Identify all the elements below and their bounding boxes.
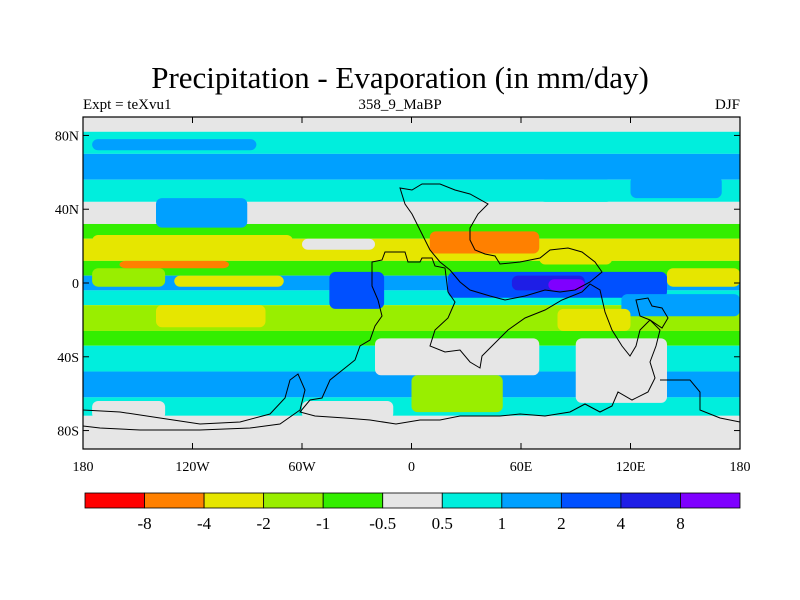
colorbar-box-8 [560, 492, 622, 509]
y-tick-label-3: 40S [57, 351, 79, 366]
x-tick-label-6: 180 [730, 460, 751, 475]
field-patch-21 [411, 375, 503, 413]
field-patch-7 [539, 246, 613, 265]
colorbar-label-5: 0.5 [432, 514, 453, 533]
field-patch-1 [265, 135, 375, 143]
coastline-layer [83, 183, 740, 431]
field-patch-2 [92, 235, 293, 254]
coastline-east-asia [635, 297, 669, 329]
y-tick-label-4: 80S [57, 425, 79, 440]
field-patch-15 [621, 294, 740, 317]
field-band-2 [83, 153, 740, 180]
field-band-0 [83, 117, 740, 132]
field-band-14 [83, 397, 740, 416]
colorbar-box-6 [441, 492, 503, 509]
coastline-east-polar [660, 379, 740, 423]
colorbar-label-8: 4 [617, 514, 626, 533]
field-patch-24 [92, 401, 166, 420]
colorbar-label-3: -1 [316, 514, 330, 533]
field-patch-18 [156, 305, 266, 328]
field-patch-6 [429, 231, 540, 254]
y-tick-label-1: 40N [55, 203, 79, 218]
colorbar-box-9 [620, 492, 681, 509]
map-title: Precipitation - Evaporation (in mm/day) [151, 60, 649, 95]
map-field [83, 117, 740, 449]
x-tick-label-1: 120W [175, 460, 210, 475]
x-tick-label-2: 60W [288, 460, 316, 475]
field-patch-23 [575, 338, 667, 403]
colorbar-box-5 [382, 492, 443, 509]
colorbar-box-7 [501, 492, 562, 509]
field-patch-4 [119, 260, 229, 269]
colorbar-box-1 [144, 492, 205, 509]
latitude-axis: 80N 40N 0 40S 80S [55, 129, 740, 440]
coastline-polar [83, 373, 306, 431]
field-patch-0 [92, 139, 257, 151]
period-label: 358_9_MaBP [358, 97, 442, 113]
x-tick-label-5: 120E [616, 460, 646, 475]
experiment-label: Expt = teXvu1 [83, 97, 172, 113]
field-patch-14 [548, 279, 585, 291]
colorbar-box-0 [84, 492, 145, 509]
colorbar-label-9: 8 [676, 514, 685, 533]
field-patch-10 [630, 176, 722, 199]
field-patch-8 [156, 198, 248, 228]
colorbar-label-2: -2 [257, 514, 271, 533]
field-patch-17 [667, 268, 740, 287]
field-patch-16 [174, 275, 284, 287]
colorbar-box-10 [680, 492, 741, 509]
y-tick-label-2: 0 [72, 277, 79, 292]
season-label: DJF [714, 97, 740, 113]
field-patch-9 [539, 179, 613, 202]
field-patch-20 [375, 338, 540, 376]
colorbar-box-4 [322, 492, 384, 509]
field-patch-5 [302, 238, 375, 250]
colorbar-label-7: 2 [557, 514, 566, 533]
colorbar-label-4: -0.5 [369, 514, 396, 533]
colorbar-label-6: 1 [498, 514, 507, 533]
colorbar-label-0: -8 [137, 514, 151, 533]
field-patch-11 [329, 271, 385, 309]
longitude-axis: 180 120W 60W 0 60E 120E 180 [73, 117, 751, 475]
x-tick-label-4: 60E [510, 460, 533, 475]
colorbar-box-2 [203, 492, 265, 509]
field-patch-22 [302, 401, 394, 420]
coastline-asia [399, 183, 603, 301]
colorbar-box-3 [263, 492, 324, 509]
colorbar: -8 -4 -2 -1 -0.5 0.5 1 2 4 8 [84, 492, 741, 533]
x-tick-label-0: 180 [73, 460, 94, 475]
x-tick-label-3: 0 [408, 460, 415, 475]
y-tick-label-0: 80N [55, 129, 79, 144]
field-patch-3 [92, 268, 166, 287]
field-patch-19 [557, 308, 631, 331]
colorbar-label-1: -4 [197, 514, 212, 533]
